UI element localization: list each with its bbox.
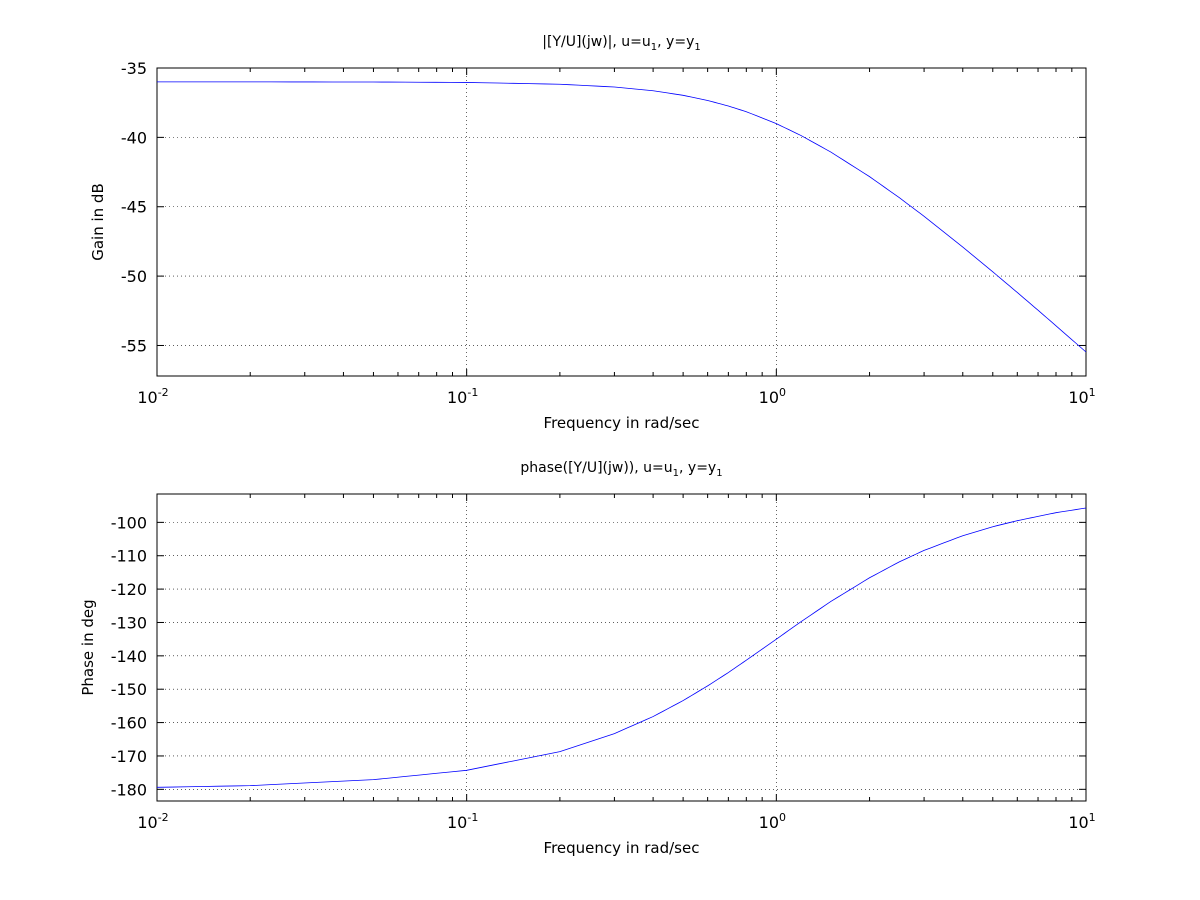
plot-title: phase([Y/U](jw)), u=u1, y=y1 bbox=[520, 460, 722, 479]
y-tick-label: -55 bbox=[121, 336, 147, 355]
y-tick-label: -120 bbox=[111, 580, 147, 599]
y-tick-label: -50 bbox=[121, 267, 147, 286]
x-axis-label: Frequency in rad/sec bbox=[544, 839, 700, 857]
plot-frame bbox=[156, 493, 1087, 802]
gain-series-line bbox=[157, 81, 1087, 353]
y-tick-label: -100 bbox=[111, 513, 147, 532]
x-tick-label: 101 bbox=[1068, 811, 1095, 832]
y-axis-label: Phase in deg bbox=[79, 599, 97, 695]
x-tick-label: 101 bbox=[1068, 386, 1095, 407]
y-tick-label: -40 bbox=[121, 128, 147, 147]
x-tick-label: 10-1 bbox=[447, 811, 478, 832]
phase-series-line bbox=[156, 507, 1087, 788]
phase-plot: -100 -110 -120 -130 -140 -150 -160 -170 -180 10-2… bbox=[79, 460, 1096, 857]
y-tick-label: -140 bbox=[111, 647, 147, 666]
y-tick-label: -160 bbox=[111, 714, 147, 733]
y-tick-label: -150 bbox=[111, 680, 147, 699]
x-axis-label: Frequency in rad/sec bbox=[544, 414, 700, 432]
gain-plot: -35 -40 -45 -50 -55 10-2 10-1 100 101 |[Y/U](jw)|… bbox=[89, 34, 1096, 432]
y-tick-label: -170 bbox=[111, 747, 147, 766]
x-tick-label: 100 bbox=[759, 386, 786, 407]
y-tick-label: -45 bbox=[121, 198, 147, 217]
plot-frame bbox=[156, 67, 1087, 377]
y-tick-label: -180 bbox=[111, 780, 147, 799]
y-axis-label: Gain in dB bbox=[89, 183, 107, 261]
plot-title: |[Y/U](jw)|, u=u1, y=y1 bbox=[542, 34, 700, 53]
x-tick-label: 100 bbox=[759, 811, 786, 832]
y-tick-label: -110 bbox=[111, 547, 147, 566]
x-tick-label: 10-2 bbox=[137, 811, 168, 832]
y-tick-label: -130 bbox=[111, 613, 147, 632]
y-tick-label: -35 bbox=[121, 59, 147, 78]
x-tick-label: 10-2 bbox=[137, 386, 168, 407]
x-tick-label: 10-1 bbox=[447, 386, 478, 407]
